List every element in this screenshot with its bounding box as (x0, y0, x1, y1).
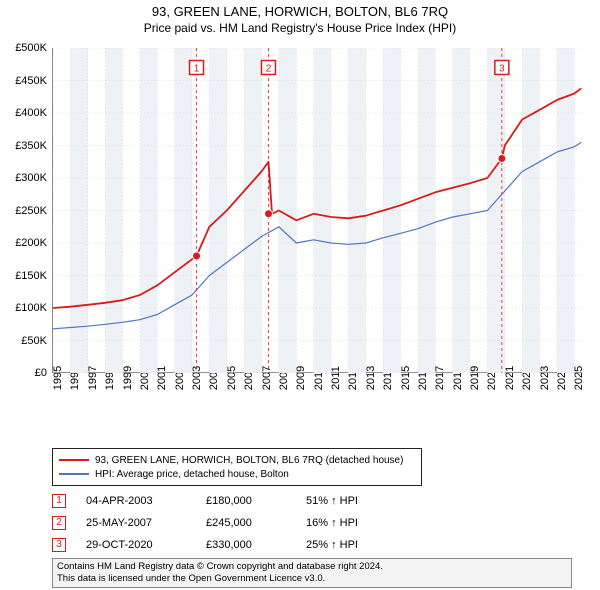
annotation-marker: 2 (52, 516, 66, 530)
chart-subtitle: Price paid vs. HM Land Registry's House … (0, 19, 600, 35)
y-axis-label: £50K (21, 335, 47, 347)
annotation-row: 1 04-APR-2003£180,00051% ↑ HPI (52, 490, 406, 512)
license-text: Contains HM Land Registry data © Crown c… (52, 558, 572, 588)
y-axis-label: £0 (35, 367, 47, 379)
annotation-marker: 1 (52, 494, 66, 508)
legend-row: HPI: Average price, detached house, Bolt… (59, 467, 415, 481)
annotation-delta: 16% ↑ HPI (306, 517, 406, 529)
chart-title: 93, GREEN LANE, HORWICH, BOLTON, BL6 7RQ (0, 0, 600, 19)
annotation-marker: 3 (52, 538, 66, 552)
y-axis-label: £250K (15, 205, 47, 217)
legend-label: 93, GREEN LANE, HORWICH, BOLTON, BL6 7RQ… (95, 455, 403, 466)
annotation-date: 25-MAY-2007 (86, 517, 206, 529)
annotation-price: £180,000 (206, 495, 306, 507)
y-axis-label: £150K (15, 270, 47, 282)
legend-label: HPI: Average price, detached house, Bolt… (95, 469, 289, 480)
legend-swatch (59, 459, 89, 461)
annotation-delta: 51% ↑ HPI (306, 495, 406, 507)
annotation-table: 1 04-APR-2003£180,00051% ↑ HPI 2 25-MAY-200… (52, 490, 406, 556)
y-axis-label: £100K (15, 302, 47, 314)
annotation-row: 3 29-OCT-2020£330,00025% ↑ HPI (52, 534, 406, 556)
y-axis-label: £450K (15, 75, 47, 87)
annotation-price: £245,000 (206, 517, 306, 529)
y-axis-label: £400K (15, 107, 47, 119)
legend-swatch (59, 473, 89, 475)
chart-plot: 1 2 3 (52, 48, 582, 373)
annotation-price: £330,000 (206, 539, 306, 551)
license-line-2: This data is licensed under the Open Gov… (57, 573, 567, 585)
annotation-row: 2 25-MAY-2007£245,00016% ↑ HPI (52, 512, 406, 534)
y-axis-label: £300K (15, 172, 47, 184)
svg-text:2: 2 (266, 64, 272, 75)
annotation-date: 04-APR-2003 (86, 495, 206, 507)
y-axis-label: £350K (15, 140, 47, 152)
license-line-1: Contains HM Land Registry data © Crown c… (57, 561, 567, 573)
chart-legend: 93, GREEN LANE, HORWICH, BOLTON, BL6 7RQ… (52, 448, 422, 486)
y-axis-label: £200K (15, 237, 47, 249)
annotation-delta: 25% ↑ HPI (306, 539, 406, 551)
svg-text:3: 3 (499, 64, 505, 75)
svg-text:1: 1 (194, 64, 200, 75)
chart-area: £0£50K£100K£150K£200K£250K£300K£350K£400… (52, 48, 582, 393)
legend-row: 93, GREEN LANE, HORWICH, BOLTON, BL6 7RQ… (59, 453, 415, 467)
annotation-date: 29-OCT-2020 (86, 539, 206, 551)
y-axis-label: £500K (15, 42, 47, 54)
